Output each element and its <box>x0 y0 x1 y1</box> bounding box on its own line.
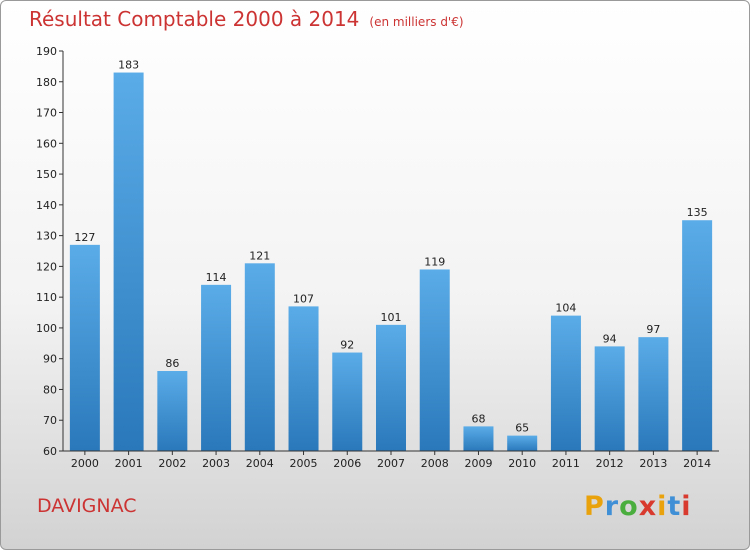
bar-2006 <box>332 352 363 451</box>
y-tick-label: 140 <box>36 199 57 212</box>
y-tick-label: 80 <box>43 383 57 396</box>
bar-2008 <box>419 269 450 451</box>
brand-logo[interactable]: Proxiti <box>584 491 692 522</box>
y-tick-label: 160 <box>36 137 57 150</box>
value-label-2006: 92 <box>340 339 354 352</box>
x-tick-label-2008: 2008 <box>421 457 449 470</box>
y-tick-label: 120 <box>36 260 57 273</box>
y-tick-label: 180 <box>36 76 57 89</box>
x-tick-label-2006: 2006 <box>333 457 361 470</box>
bar-2000 <box>69 244 100 451</box>
value-label-2007: 101 <box>381 311 402 324</box>
value-label-2014: 135 <box>687 206 708 219</box>
value-label-2004: 121 <box>249 249 270 262</box>
y-tick-label: 70 <box>43 414 57 427</box>
y-tick-label: 190 <box>36 45 57 58</box>
x-tick-label-2007: 2007 <box>377 457 405 470</box>
bar-2002 <box>157 371 188 451</box>
y-tick-label: 110 <box>36 291 57 304</box>
chart-unit-note: (en milliers d'€) <box>369 15 464 29</box>
y-tick-label: 150 <box>36 168 57 181</box>
x-tick-label-2011: 2011 <box>552 457 580 470</box>
brand-letter: x <box>638 491 658 522</box>
y-tick-label: 130 <box>36 230 57 243</box>
value-label-2001: 183 <box>118 59 139 72</box>
x-tick-label-2003: 2003 <box>202 457 230 470</box>
value-label-2000: 127 <box>74 231 95 244</box>
value-label-2013: 97 <box>646 323 660 336</box>
x-tick-label-2002: 2002 <box>158 457 186 470</box>
x-axis: 2000 2001 2002 2003 2004 2005 2006 2007 2008 2009… <box>63 450 719 470</box>
bar-2001 <box>113 72 144 452</box>
bar-2010 <box>507 435 538 451</box>
bar-2003 <box>201 284 232 451</box>
x-tick-label-2009: 2009 <box>464 457 492 470</box>
bar-2005 <box>288 306 319 451</box>
y-tick-label: 90 <box>43 353 57 366</box>
x-tick-label-2012: 2012 <box>596 457 624 470</box>
value-label-2012: 94 <box>603 332 617 345</box>
y-tick-label: 170 <box>36 107 57 120</box>
y-tick-label: 60 <box>43 445 57 458</box>
y-axis: 60 70 80 90 100 110 120 130 140 150 160 170 180 190 <box>36 45 64 458</box>
chart-title: Résultat Comptable 2000 à 2014 <box>29 7 360 31</box>
bar-2012 <box>594 346 625 451</box>
title-row: Résultat Comptable 2000 à 2014 (en millie… <box>29 7 464 31</box>
value-label-2002: 86 <box>165 357 179 370</box>
value-label-2010: 65 <box>515 422 529 435</box>
x-tick-label-2010: 2010 <box>508 457 536 470</box>
brand-letter: o <box>619 491 639 522</box>
bar-2013 <box>638 337 669 451</box>
bar-2007 <box>376 324 406 451</box>
value-label-2005: 107 <box>293 292 314 305</box>
bar-2014 <box>682 220 713 451</box>
brand-letter: i <box>657 491 668 522</box>
bar-2011 <box>550 315 581 451</box>
x-tick-label-2001: 2001 <box>115 457 143 470</box>
x-tick-label-2000: 2000 <box>71 457 99 470</box>
value-label-2009: 68 <box>471 412 485 425</box>
brand-letter: i <box>681 491 692 522</box>
x-tick-label-2004: 2004 <box>246 457 274 470</box>
value-label-2003: 114 <box>206 271 227 284</box>
x-tick-label-2005: 2005 <box>290 457 318 470</box>
x-tick-label-2013: 2013 <box>639 457 667 470</box>
bar-2009 <box>463 426 494 451</box>
x-tick-label-2014: 2014 <box>683 457 711 470</box>
value-label-2011: 104 <box>555 302 576 315</box>
bar-2004 <box>244 263 275 451</box>
brand-letter: P <box>584 491 605 522</box>
location-name: DAVIGNAC <box>37 495 137 517</box>
y-tick-label: 100 <box>36 322 57 335</box>
brand-letter: t <box>667 491 682 522</box>
value-label-2008: 119 <box>424 255 445 268</box>
brand-letter: r <box>604 491 620 522</box>
bars: 127 183 86 114 121 107 92 101 119 68 65 104 94 97 135 <box>69 59 713 452</box>
